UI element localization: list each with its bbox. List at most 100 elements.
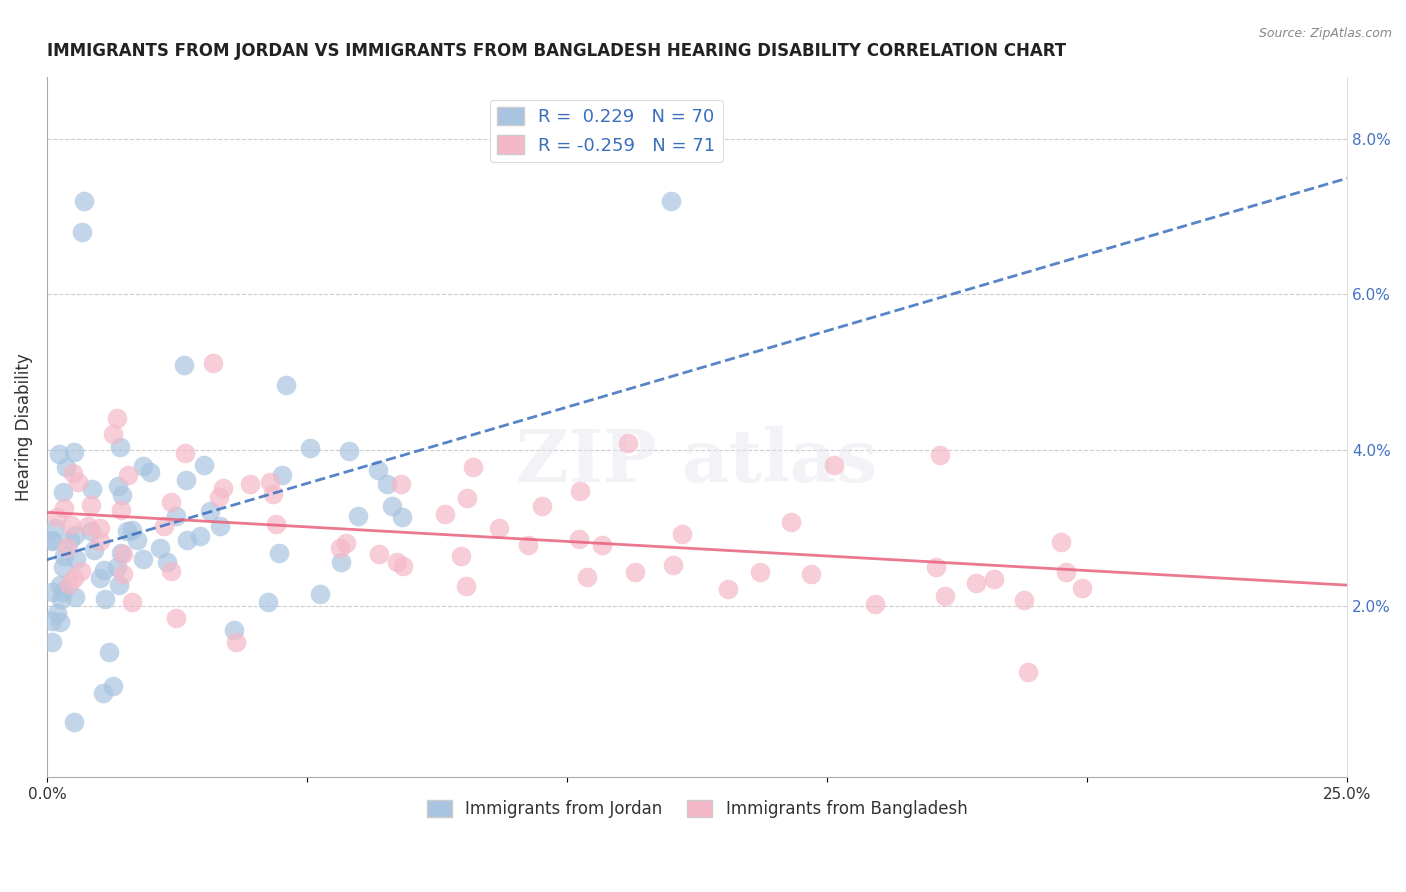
Point: [107, 577, 129, 591]
Point: [65, 590, 87, 604]
Point: [576, 570, 599, 584]
Point: [108, 440, 131, 454]
Point: [671, 527, 693, 541]
Point: [41, 635, 63, 649]
Point: [780, 516, 803, 530]
Point: [107, 479, 129, 493]
Point: [149, 541, 172, 555]
Point: [208, 490, 231, 504]
Point: [1050, 535, 1073, 549]
Point: [450, 549, 472, 563]
Point: [433, 507, 456, 521]
Point: [159, 564, 181, 578]
Point: [270, 467, 292, 482]
Point: [662, 558, 685, 572]
Point: [624, 565, 647, 579]
Point: [267, 546, 290, 560]
Point: [257, 595, 280, 609]
Point: [83, 542, 105, 557]
Point: [239, 477, 262, 491]
Point: [225, 635, 247, 649]
Point: [65, 552, 87, 566]
Point: [125, 533, 148, 548]
Point: [934, 589, 956, 603]
Point: [335, 536, 357, 550]
Point: [928, 449, 950, 463]
Point: [41, 534, 63, 549]
Point: [138, 466, 160, 480]
Point: [62, 467, 84, 481]
Point: [391, 510, 413, 524]
Point: [44, 521, 66, 535]
Point: [93, 563, 115, 577]
Point: [41, 614, 63, 628]
Point: [1012, 593, 1035, 607]
Point: [82, 482, 104, 496]
Point: [51, 591, 73, 606]
Point: [454, 579, 477, 593]
Point: [717, 582, 740, 596]
Point: [46, 510, 69, 524]
Point: [80, 524, 103, 539]
Point: [72, 194, 94, 208]
Point: [385, 555, 408, 569]
Point: [41, 585, 63, 599]
Text: Source: ZipAtlas.com: Source: ZipAtlas.com: [1258, 27, 1392, 40]
Point: [52, 584, 75, 599]
Point: [77, 519, 100, 533]
Point: [63, 527, 86, 541]
Point: [60, 517, 83, 532]
Point: [174, 473, 197, 487]
Point: [617, 435, 640, 450]
Point: [1070, 581, 1092, 595]
Point: [63, 715, 86, 730]
Point: [52, 500, 75, 515]
Point: [863, 597, 886, 611]
Point: [53, 549, 76, 563]
Point: [568, 484, 591, 499]
Point: [823, 458, 845, 473]
Point: [121, 523, 143, 537]
Point: [58, 577, 80, 591]
Point: [101, 680, 124, 694]
Point: [49, 615, 72, 629]
Point: [89, 571, 111, 585]
Point: [80, 498, 103, 512]
Point: [531, 500, 554, 514]
Text: IMMIGRANTS FROM JORDAN VS IMMIGRANTS FROM BANGLADESH HEARING DISABILITY CORRELAT: IMMIGRANTS FROM JORDAN VS IMMIGRANTS FRO…: [46, 42, 1066, 60]
Point: [105, 559, 128, 574]
Point: [259, 475, 281, 490]
Point: [105, 411, 128, 425]
Point: [274, 377, 297, 392]
Point: [110, 546, 132, 560]
Point: [115, 524, 138, 539]
Point: [346, 508, 368, 523]
Point: [55, 459, 77, 474]
Point: [200, 504, 222, 518]
Point: [1054, 565, 1077, 579]
Point: [70, 564, 93, 578]
Point: [924, 560, 946, 574]
Point: [174, 446, 197, 460]
Point: [659, 194, 682, 208]
Point: [72, 225, 94, 239]
Point: [965, 575, 987, 590]
Point: [101, 427, 124, 442]
Point: [117, 468, 139, 483]
Point: [367, 463, 389, 477]
Point: [46, 606, 69, 620]
Point: [159, 495, 181, 509]
Point: [209, 519, 232, 533]
Point: [48, 447, 70, 461]
Point: [329, 541, 352, 556]
Point: [264, 517, 287, 532]
Legend: Immigrants from Jordan, Immigrants from Bangladesh: Immigrants from Jordan, Immigrants from …: [420, 793, 974, 824]
Point: [392, 559, 415, 574]
Point: [800, 567, 823, 582]
Point: [262, 487, 284, 501]
Point: [983, 572, 1005, 586]
Point: [375, 477, 398, 491]
Point: [94, 591, 117, 606]
Point: [591, 538, 613, 552]
Point: [463, 459, 485, 474]
